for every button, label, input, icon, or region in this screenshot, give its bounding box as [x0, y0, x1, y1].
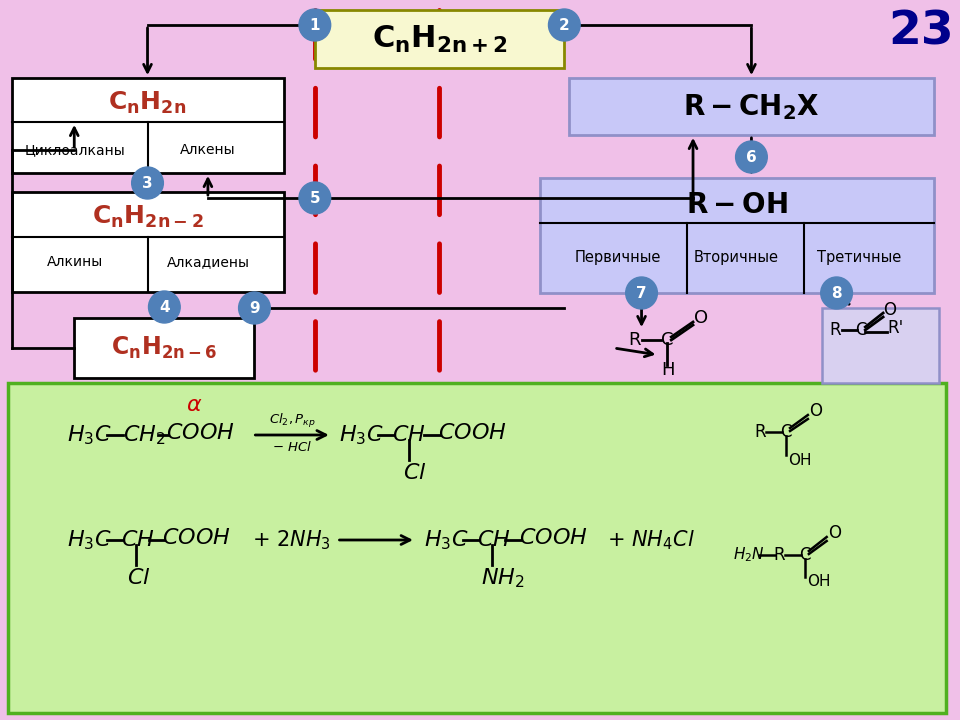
Text: $\mathbf{C_nH_{2n+2}}$: $\mathbf{C_nH_{2n+2}}$ [372, 24, 508, 55]
Circle shape [299, 182, 330, 214]
Text: $CH$: $CH$ [477, 530, 511, 550]
Text: OH: OH [807, 575, 830, 590]
FancyBboxPatch shape [822, 308, 939, 383]
Text: R: R [773, 546, 785, 564]
Text: $Cl$: $Cl$ [127, 568, 151, 588]
Text: $\mathbf{C_nH_{2n-2}}$: $\mathbf{C_nH_{2n-2}}$ [92, 204, 204, 230]
Text: Третичные: Третичные [817, 250, 901, 264]
Text: $Cl_2, P_{кр}$: $Cl_2, P_{кр}$ [269, 412, 316, 430]
Text: $Cl$: $Cl$ [403, 463, 426, 483]
Text: 6: 6 [746, 150, 756, 164]
FancyBboxPatch shape [12, 192, 284, 292]
FancyBboxPatch shape [315, 10, 564, 68]
Text: $-\ HCl$: $-\ HCl$ [272, 440, 312, 454]
Text: $COOH$: $COOH$ [438, 423, 506, 443]
Text: Вторичные: Вторичные [694, 250, 780, 264]
Circle shape [626, 277, 658, 309]
Text: 7: 7 [636, 286, 647, 300]
Text: Алкадиены: Алкадиены [166, 255, 250, 269]
Text: R': R' [887, 319, 903, 337]
Text: $NH_2$: $NH_2$ [481, 566, 525, 590]
Text: Алкины: Алкины [47, 255, 104, 269]
Text: R: R [755, 423, 766, 441]
Text: Циклоалканы: Циклоалканы [25, 143, 126, 157]
Text: R: R [829, 321, 841, 339]
Text: C: C [799, 546, 810, 564]
Text: $+\ 2NH_3$: $+\ 2NH_3$ [252, 528, 331, 552]
Text: $H_3C$: $H_3C$ [423, 528, 468, 552]
Text: $CH$: $CH$ [392, 425, 425, 445]
Text: OH: OH [788, 452, 811, 467]
Circle shape [735, 141, 767, 173]
FancyBboxPatch shape [8, 383, 947, 713]
Circle shape [299, 9, 330, 41]
FancyBboxPatch shape [540, 178, 934, 293]
Text: O: O [809, 402, 822, 420]
Text: O: O [883, 301, 896, 319]
Text: Алкены: Алкены [180, 143, 236, 157]
Text: $COOH$: $COOH$ [162, 528, 231, 548]
Text: Первичные: Первичные [575, 250, 661, 264]
Text: $H_3C$: $H_3C$ [339, 423, 383, 447]
Text: $H_3C$: $H_3C$ [67, 423, 112, 447]
Text: $+\ NH_4Cl$: $+\ NH_4Cl$ [607, 528, 695, 552]
Circle shape [132, 167, 163, 199]
Text: 1: 1 [309, 17, 320, 32]
Text: 4: 4 [159, 300, 170, 315]
Text: $CH_2$: $CH_2$ [123, 423, 165, 447]
Text: $\mathbf{R-OH}$: $\mathbf{R-OH}$ [685, 192, 787, 218]
Text: $COOH$: $COOH$ [166, 423, 235, 443]
Text: 2: 2 [559, 17, 569, 32]
Text: $H_2N$: $H_2N$ [732, 546, 764, 564]
Text: H: H [661, 361, 675, 379]
Circle shape [149, 291, 180, 323]
FancyBboxPatch shape [74, 318, 254, 378]
Text: $\alpha$: $\alpha$ [186, 395, 203, 415]
Text: 9: 9 [250, 300, 260, 315]
Circle shape [548, 9, 580, 41]
Text: 3: 3 [142, 176, 153, 191]
Text: $\mathbf{R-CH_2X}$: $\mathbf{R-CH_2X}$ [684, 92, 820, 122]
Text: 8: 8 [831, 286, 842, 300]
Text: C: C [661, 331, 674, 349]
Text: C: C [855, 321, 867, 339]
Text: $CH$: $CH$ [121, 530, 155, 550]
Text: $\mathbf{C_nH_{2n-6}}$: $\mathbf{C_nH_{2n-6}}$ [111, 335, 218, 361]
Circle shape [239, 292, 271, 324]
Text: $COOH$: $COOH$ [518, 528, 588, 548]
Text: C: C [780, 423, 792, 441]
Text: O: O [828, 524, 841, 542]
Text: $H_3C$: $H_3C$ [67, 528, 112, 552]
Circle shape [821, 277, 852, 309]
Text: 5: 5 [309, 191, 320, 205]
FancyBboxPatch shape [569, 78, 934, 135]
FancyBboxPatch shape [12, 78, 284, 173]
Text: O: O [694, 309, 708, 327]
Text: 23: 23 [888, 9, 953, 55]
Text: $\mathbf{C_nH_{2n}}$: $\mathbf{C_nH_{2n}}$ [108, 90, 186, 116]
Text: R: R [629, 331, 641, 349]
